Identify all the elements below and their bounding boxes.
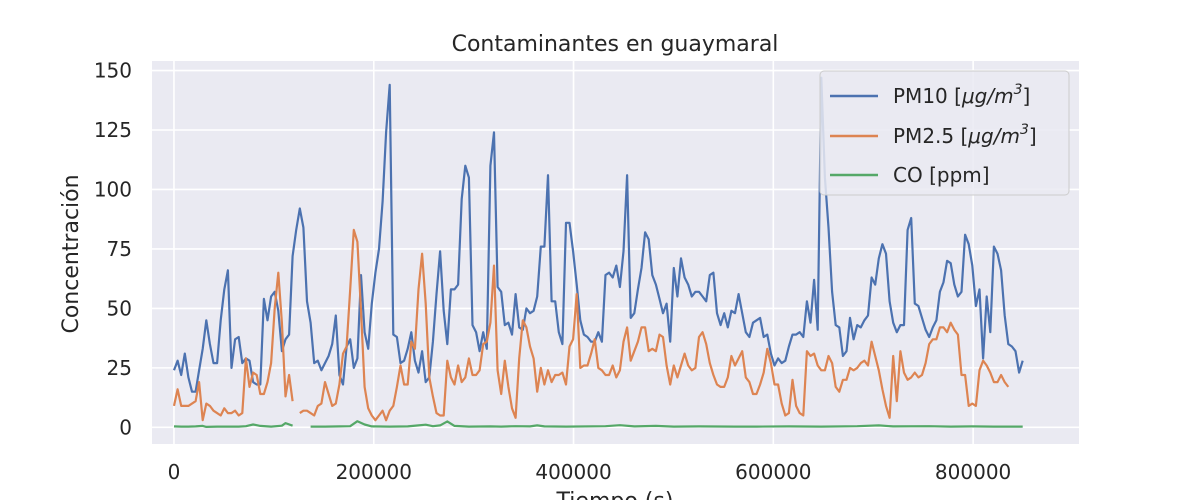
y-tick-label: 150 [94,59,132,83]
y-tick-label: 100 [94,177,132,201]
series-line-pm25 [172,228,1010,422]
x-tick-label: 800000 [935,460,1011,484]
chart-title: Contaminantes en guaymaral [452,32,779,57]
legend-label-pm25: PM2.5 [μg/m3] [893,122,1037,148]
legend-label-co: CO [ppm] [893,163,990,187]
x-tick-label: 600000 [735,460,811,484]
legend-box [819,70,1070,196]
y-tick-label: 50 [107,296,132,320]
series-lines [172,76,1024,428]
x-tick-label: 0 [168,460,181,484]
legend-label-pm10: PM10 [μg/m3] [893,82,1030,108]
y-tick-label: 125 [94,118,132,142]
x-tick-label: 200000 [336,460,412,484]
y-tick-labels: 0 25 50 75 100 125 150 [94,59,132,440]
x-tick-label: 400000 [535,460,611,484]
y-tick-label: 0 [119,415,132,439]
y-axis-label: Concentración [59,174,84,333]
y-tick-label: 75 [107,237,132,261]
x-axis-label: Tiempo (s) [556,489,674,500]
legend: PM10 [μg/m3] PM2.5 [μg/m3] CO [ppm] [819,70,1070,196]
y-tick-label: 25 [107,356,132,380]
series-line-co [173,420,1023,428]
x-tick-labels: 0 200000 400000 600000 800000 [168,460,1012,484]
series-line-pm10 [172,76,1024,393]
